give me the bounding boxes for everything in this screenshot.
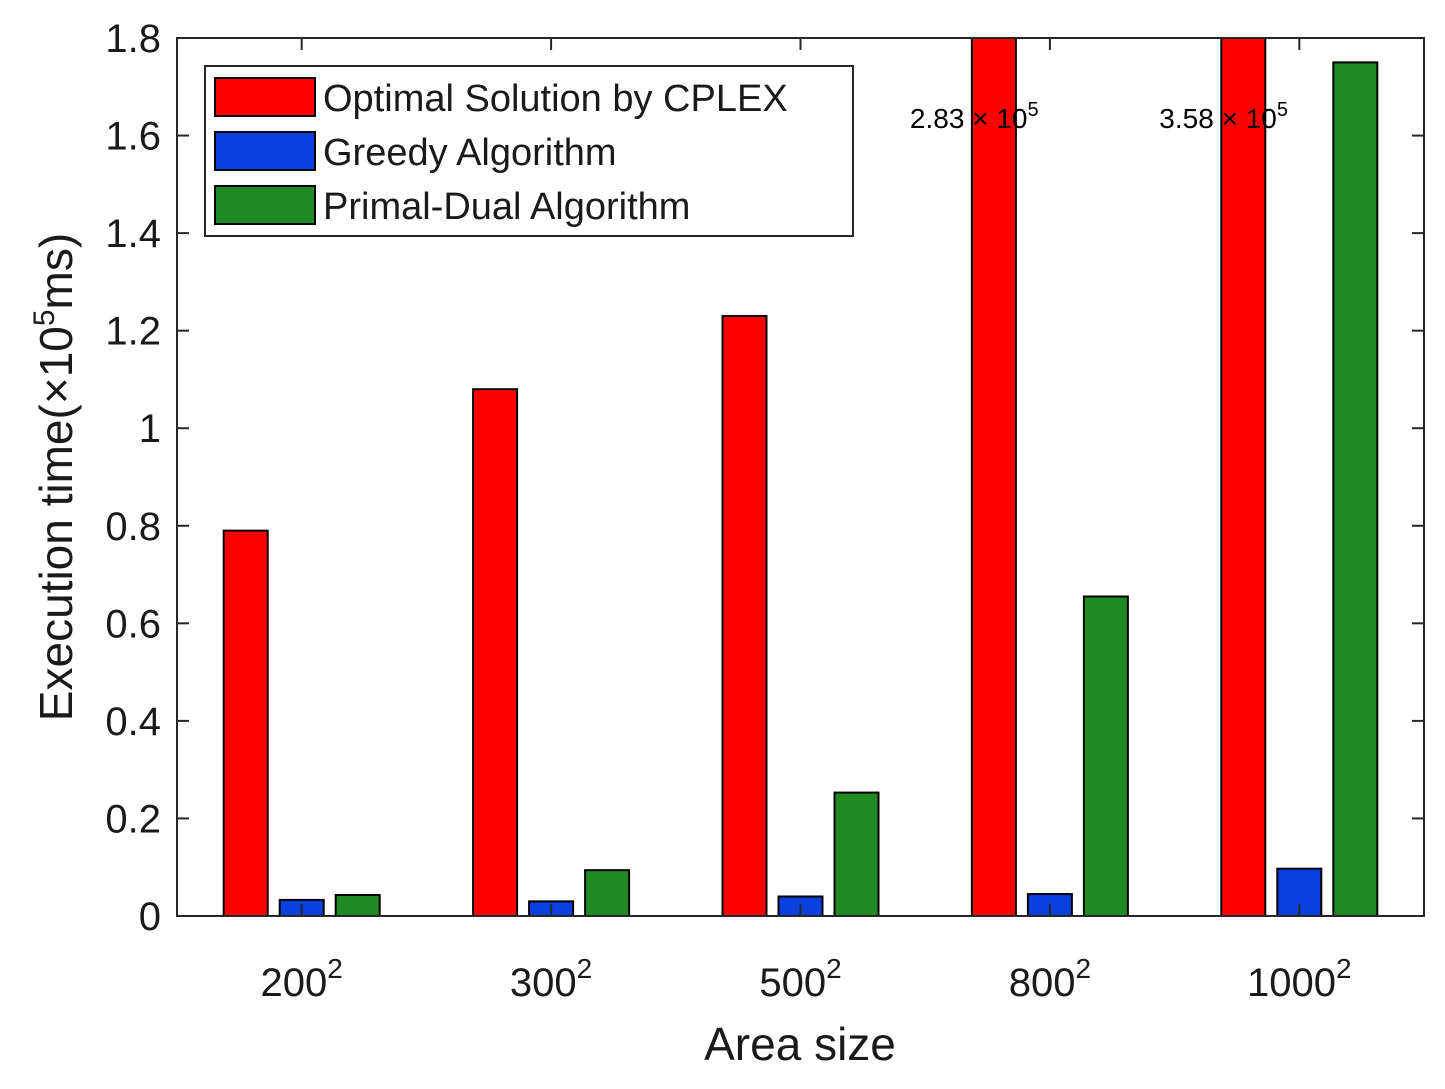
- y-tick-label: 1.4: [105, 212, 161, 256]
- y-axis-label: Execution time(×105ms): [28, 233, 82, 721]
- x-tick-label-exponent: 2: [826, 953, 842, 984]
- x-tick-label-base: 300: [510, 961, 577, 1005]
- y-tick-label: 1.8: [105, 17, 161, 61]
- x-tick-label-exponent: 2: [1075, 953, 1091, 984]
- bar-optimal-solution-by-cplex-1000: [1220, 37, 1267, 917]
- x-tick-label-base: 500: [759, 961, 826, 1005]
- y-tick-label: 0.8: [105, 505, 161, 549]
- y-tick-label: 0.2: [105, 797, 161, 841]
- legend-swatch-primal-dual-algorithm: [214, 185, 316, 225]
- x-tick-label-exponent: 2: [577, 953, 593, 984]
- clipped-value-annotation: 2.83 × 105: [910, 99, 1039, 134]
- bar-primal-dual-algorithm-200: [334, 894, 381, 918]
- legend-label-primal-dual-algorithm: Primal-Dual Algorithm: [323, 186, 690, 228]
- annotation-mantissa: 2.83: [910, 103, 972, 134]
- ticks-layer: 2002 3002 5002 8002 1000200.20.40.60.811.21.…: [105, 17, 1424, 1005]
- clipped-value-annotation: 3.58 × 105: [1159, 99, 1288, 134]
- y-axis-label-exponent: 5: [28, 309, 61, 326]
- x-tick-label-300: 3002: [510, 953, 592, 1005]
- bar-optimal-solution-by-cplex-200: [222, 529, 269, 918]
- x-tick-label-base: 200: [261, 961, 328, 1005]
- x-tick-label-base: 800: [1009, 961, 1076, 1005]
- annotation-base: 10: [1246, 103, 1277, 134]
- annotation-times: ×: [972, 103, 996, 134]
- y-tick-label: 1: [139, 407, 161, 451]
- annotation-mantissa: 3.58: [1159, 103, 1221, 134]
- x-axis-label: Area size: [704, 1018, 896, 1070]
- y-tick-label: 0: [139, 895, 161, 939]
- y-tick-label: 0.4: [105, 700, 161, 744]
- legend-swatch-greedy-algorithm: [214, 131, 316, 171]
- x-tick-label-exponent: 2: [327, 953, 343, 984]
- y-tick-label: 1.2: [105, 310, 161, 354]
- bar-primal-dual-algorithm-500: [833, 791, 880, 917]
- bar-primal-dual-algorithm-800: [1082, 595, 1129, 917]
- y-tick-label: 0.6: [105, 602, 161, 646]
- legend-swatch-optimal-solution-by-cplex: [214, 77, 316, 117]
- y-axis-label-prefix: Execution time(: [30, 403, 82, 721]
- bar-optimal-solution-by-cplex-800: [970, 37, 1017, 917]
- bar-primal-dual-algorithm-1000: [1332, 61, 1379, 917]
- x-tick-label-exponent: 2: [1336, 953, 1352, 984]
- x-tick-label-1000: 10002: [1247, 953, 1352, 1005]
- y-axis-label-times: ×10: [30, 326, 82, 404]
- bar-optimal-solution-by-cplex-300: [472, 388, 519, 917]
- legend: Optimal Solution by CPLEX Greedy Algorith…: [204, 65, 854, 237]
- annotation-times: ×: [1222, 103, 1246, 134]
- x-tick-label-200: 2002: [261, 953, 343, 1005]
- annotation-exponent: 5: [1027, 99, 1038, 121]
- annotation-base: 10: [996, 103, 1027, 134]
- bar-optimal-solution-by-cplex-500: [721, 315, 768, 917]
- x-tick-label-base: 1000: [1247, 961, 1336, 1005]
- x-tick-label-800: 8002: [1009, 953, 1091, 1005]
- y-tick-label: 1.6: [105, 115, 161, 159]
- legend-label-optimal-solution-by-cplex: Optimal Solution by CPLEX: [323, 78, 788, 120]
- y-axis-label-suffix: ms): [30, 233, 82, 310]
- annotations-layer: 2.83 × 105 3.58 × 105: [910, 99, 1288, 134]
- x-tick-label-500: 5002: [759, 953, 841, 1005]
- legend-label-greedy-algorithm: Greedy Algorithm: [323, 132, 617, 174]
- bar-primal-dual-algorithm-300: [584, 869, 631, 917]
- annotation-exponent: 5: [1277, 99, 1288, 121]
